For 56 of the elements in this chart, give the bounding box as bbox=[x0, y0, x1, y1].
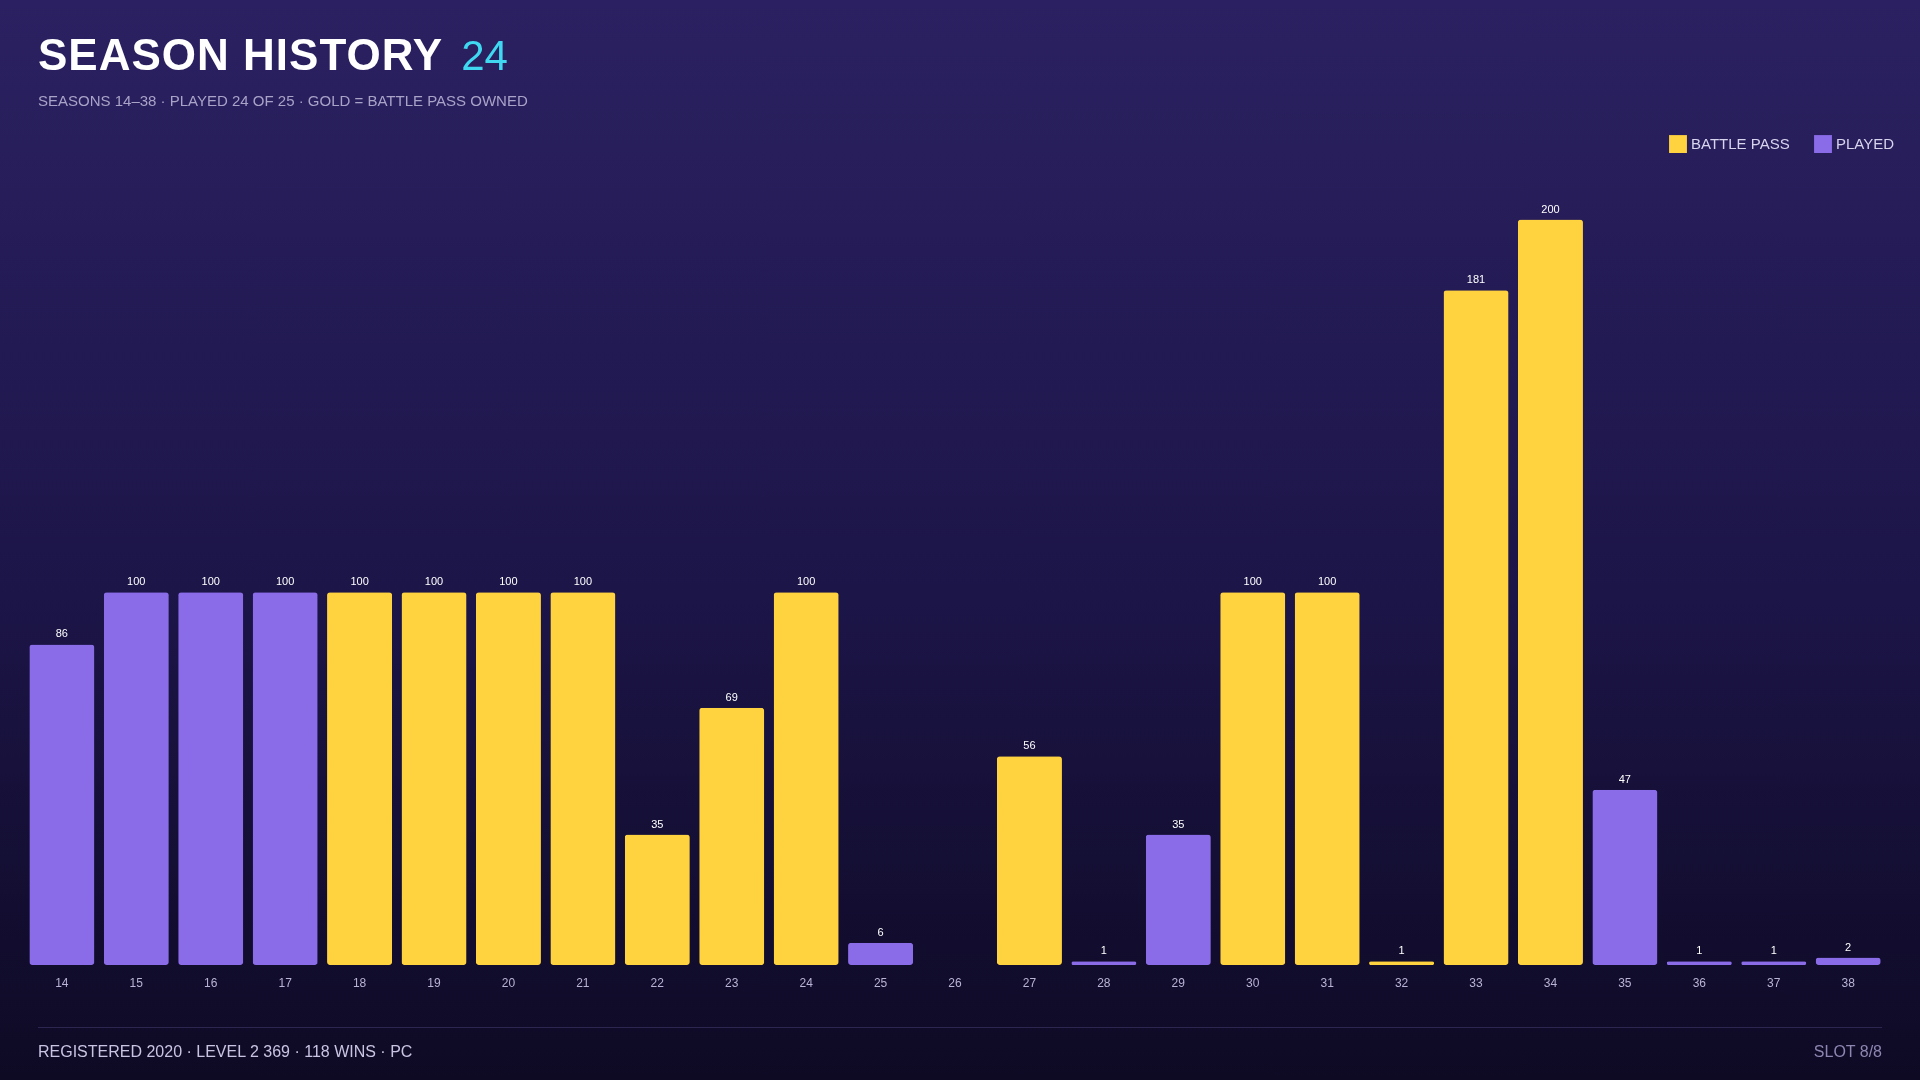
data-label: 100 bbox=[573, 575, 593, 588]
x-tick-label: 33 bbox=[1469, 975, 1483, 990]
x-tick-label: 14 bbox=[55, 975, 69, 990]
data-label: 100 bbox=[275, 575, 295, 588]
x-tick-label: 27 bbox=[1022, 975, 1037, 990]
x-tick-label: 22 bbox=[650, 975, 665, 990]
x-tick-label: 34 bbox=[1543, 975, 1558, 990]
text: SLOT 8/8 bbox=[1813, 1043, 1882, 1061]
x-tick-label: 38 bbox=[1841, 975, 1856, 990]
x-tick-label: 37 bbox=[1767, 975, 1781, 990]
data-label: 1 bbox=[1696, 944, 1703, 957]
x-tick-label: 19 bbox=[427, 975, 441, 990]
x-tick-label: 15 bbox=[129, 975, 144, 990]
x-tick-label: 17 bbox=[278, 975, 293, 990]
legend-label: BATTLE PASS bbox=[1691, 135, 1790, 153]
x-tick-label: 31 bbox=[1320, 975, 1335, 990]
legend-label: PLAYED bbox=[1836, 135, 1895, 153]
data-label: 1 bbox=[1398, 944, 1405, 957]
data-label: 100 bbox=[201, 575, 220, 588]
x-tick-label: 20 bbox=[501, 975, 516, 990]
x-tick-label: 23 bbox=[725, 975, 739, 990]
x-tick-label: 32 bbox=[1394, 975, 1409, 990]
data-label: 69 bbox=[725, 690, 738, 703]
text: REGISTERED 2020 · LEVEL 2 369 · 118 WINS · PC bbox=[38, 1043, 413, 1061]
data-label: 56 bbox=[1023, 739, 1036, 752]
x-tick-label: 36 bbox=[1692, 975, 1707, 990]
x-tick-label: 25 bbox=[873, 975, 888, 990]
text: 24 bbox=[461, 32, 508, 79]
data-label: 100 bbox=[424, 575, 444, 588]
x-tick-label: 26 bbox=[948, 975, 962, 990]
x-tick-label: 35 bbox=[1618, 975, 1632, 990]
data-label: 100 bbox=[127, 575, 146, 588]
data-label: 181 bbox=[1466, 273, 1486, 286]
data-label: 100 bbox=[1317, 575, 1337, 588]
data-label: 100 bbox=[1243, 575, 1262, 588]
x-tick-label: 16 bbox=[204, 975, 218, 990]
data-label: 47 bbox=[1618, 772, 1631, 785]
data-label: 200 bbox=[1541, 202, 1560, 215]
data-label: 1 bbox=[1770, 944, 1777, 957]
data-label: 100 bbox=[499, 575, 518, 588]
data-label: 86 bbox=[55, 627, 68, 640]
x-tick-label: 28 bbox=[1097, 975, 1111, 990]
data-label: 2 bbox=[1845, 940, 1852, 953]
x-tick-label: 24 bbox=[799, 975, 814, 990]
data-label: 100 bbox=[796, 575, 816, 588]
data-label: 35 bbox=[651, 817, 664, 830]
x-tick-label: 29 bbox=[1171, 975, 1186, 990]
x-tick-label: 21 bbox=[576, 975, 590, 990]
data-label: 6 bbox=[877, 925, 884, 938]
chart-subtitle: SEASONS 14–38 · PLAYED 24 OF 25 · GOLD = BATTLE PASS OWNED bbox=[38, 92, 528, 109]
data-label: 1 bbox=[1100, 944, 1107, 957]
x-tick-label: 30 bbox=[1246, 975, 1260, 990]
x-tick-label: 18 bbox=[352, 975, 367, 990]
data-label: 100 bbox=[350, 575, 369, 588]
chart-title: SEASON HISTORY bbox=[38, 30, 444, 79]
data-label: 35 bbox=[1172, 817, 1185, 830]
